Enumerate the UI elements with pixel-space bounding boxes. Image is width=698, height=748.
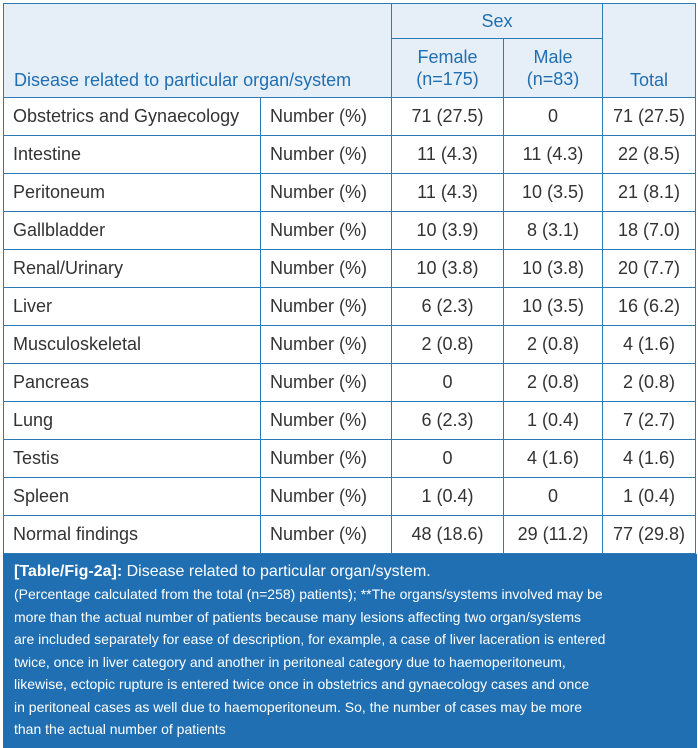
caption-note-line: likewise, ectopic rupture is entered twi… [14,676,590,692]
disease-cell: Spleen [3,477,261,516]
table-row: Liver Number (%) 6 (2.3) 10 (3.5) 16 (6.… [3,287,697,326]
caption-note-line: in peritoneal cases as well due to haemo… [14,698,583,715]
female-cell: 10 (3.9) [391,211,505,250]
male-cell: 2 (0.8) [503,363,604,402]
male-cell: 0 [503,97,604,136]
table-row: Pancreas Number (%) 0 2 (0.8) 2 (0.8) [3,363,697,402]
disease-cell: Obstetrics and Gynaecology [3,97,261,136]
female-cell: 2 (0.8) [391,325,505,364]
caption-note-line: are included separately for ease of desc… [14,631,606,647]
table-row: Obstetrics and Gynaecology Number (%) 71… [3,97,697,136]
measure-cell: Number (%) [259,287,393,326]
female-cell: 11 (4.3) [391,135,505,174]
disease-cell: Peritoneum [3,173,261,212]
caption-note-line: (Percentage calculated from the total (n… [14,586,603,602]
table-row: Spleen Number (%) 1 (0.4) 0 1 (0.4) [3,477,697,516]
total-column-header: Total [602,3,697,98]
disease-cell: Gallbladder [3,211,261,250]
table-row: Renal/Urinary Number (%) 10 (3.8) 10 (3.… [3,249,697,288]
table-row: Musculoskeletal Number (%) 2 (0.8) 2 (0.… [3,325,697,364]
total-cell: 71 (27.5) [602,97,697,136]
measure-cell: Number (%) [259,211,393,250]
disease-table: Disease related to particular organ/syst… [2,3,697,554]
male-cell: 4 (1.6) [503,439,604,478]
measure-cell: Number (%) [259,135,393,174]
male-cell: 10 (3.5) [503,287,604,326]
female-cell: 0 [391,363,505,402]
female-cell: 48 (18.6) [391,515,505,554]
disease-cell: Testis [3,439,261,478]
measure-cell: Number (%) [259,439,393,478]
male-label: Male [533,47,573,67]
female-cell: 1 (0.4) [391,477,505,516]
total-cell: 20 (7.7) [602,249,697,288]
caption-note-line: more than the actual number of patients … [14,608,582,625]
total-cell: 77 (29.8) [602,515,697,554]
male-cell: 1 (0.4) [503,401,604,440]
table-figure: Disease related to particular organ/syst… [2,3,697,748]
male-cell: 10 (3.8) [503,249,604,288]
table-row: Normal findings Number (%) 48 (18.6) 29 … [3,515,697,554]
male-cell: 29 (11.2) [503,515,604,554]
caption-note-line: twice, once in liver category and anothe… [14,653,566,670]
measure-cell: Number (%) [259,363,393,402]
female-cell: 11 (4.3) [391,173,505,212]
total-cell: 16 (6.2) [602,287,697,326]
caption-label: [Table/Fig-2a]: [14,563,123,580]
sex-group-header: Sex [391,3,604,39]
measure-cell: Number (%) [259,401,393,440]
total-cell: 7 (2.7) [602,401,697,440]
male-cell: 11 (4.3) [503,135,604,174]
female-cell: 6 (2.3) [391,287,505,326]
table-row: Intestine Number (%) 11 (4.3) 11 (4.3) 2… [3,135,697,174]
male-column-header: Male (n=83) [503,38,604,98]
table-row: Lung Number (%) 6 (2.3) 1 (0.4) 7 (2.7) [3,401,697,440]
disease-cell: Normal findings [3,515,261,554]
measure-cell: Number (%) [259,515,393,554]
table-header: Disease related to particular organ/syst… [2,3,697,98]
male-cell: 8 (3.1) [503,211,604,250]
caption-title: Disease related to particular organ/syst… [126,563,431,580]
disease-cell: Intestine [3,135,261,174]
female-cell: 10 (3.8) [391,249,505,288]
measure-cell: Number (%) [259,249,393,288]
total-cell: 1 (0.4) [602,477,697,516]
measure-cell: Number (%) [259,477,393,516]
female-cell: 71 (27.5) [391,97,505,136]
total-cell: 2 (0.8) [602,363,697,402]
measure-cell: Number (%) [259,173,393,212]
table-body: Obstetrics and Gynaecology Number (%) 71… [3,97,697,554]
male-cell: 10 (3.5) [503,173,604,212]
total-cell: 18 (7.0) [602,211,697,250]
caption-note-line: than the actual number of patients [14,721,226,737]
disease-cell: Renal/Urinary [3,249,261,288]
disease-cell: Lung [3,401,261,440]
caption-note: (Percentage calculated from the total (n… [14,583,686,741]
disease-cell: Liver [3,287,261,326]
table-caption: [Table/Fig-2a]: Disease related to parti… [3,554,697,748]
male-cell: 0 [503,477,604,516]
total-cell: 4 (1.6) [602,325,697,364]
disease-cell: Pancreas [3,363,261,402]
male-count: (n=83) [526,69,580,89]
table-row: Peritoneum Number (%) 11 (4.3) 10 (3.5) … [3,173,697,212]
measure-cell: Number (%) [259,97,393,136]
total-cell: 4 (1.6) [602,439,697,478]
female-column-header: Female (n=175) [391,38,505,98]
measure-cell: Number (%) [259,325,393,364]
table-row: Testis Number (%) 0 4 (1.6) 4 (1.6) [3,439,697,478]
total-cell: 22 (8.5) [602,135,697,174]
female-count: (n=175) [416,69,479,89]
female-label: Female [417,47,478,67]
disease-column-header: Disease related to particular organ/syst… [2,3,393,98]
female-cell: 0 [391,439,505,478]
male-cell: 2 (0.8) [503,325,604,364]
table-row: Gallbladder Number (%) 10 (3.9) 8 (3.1) … [3,211,697,250]
total-cell: 21 (8.1) [602,173,697,212]
disease-cell: Musculoskeletal [3,325,261,364]
female-cell: 6 (2.3) [391,401,505,440]
caption-title-line: [Table/Fig-2a]: Disease related to parti… [14,561,686,583]
